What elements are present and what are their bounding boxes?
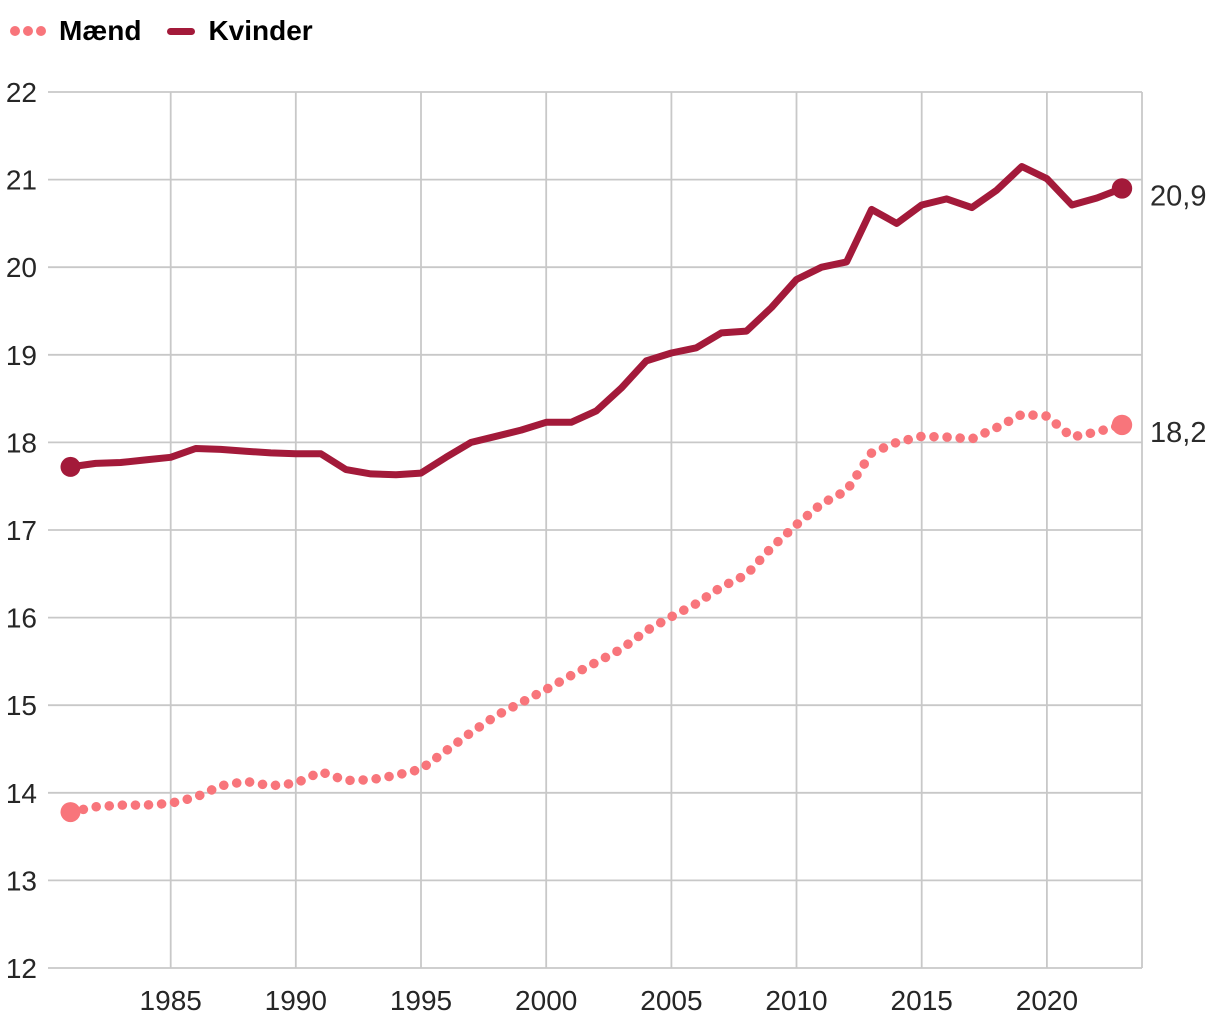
legend-item-maend[interactable]: Mænd [10, 17, 141, 45]
series-end-marker [1111, 178, 1133, 199]
legend-label-kvinder: Kvinder [208, 15, 313, 46]
y-tick-label: 16 [6, 603, 37, 634]
x-tick-label: 2000 [515, 985, 577, 1016]
dot-icon [36, 26, 46, 36]
series-kvinder: 20,9 [60, 163, 1206, 479]
x-tick-label: 1995 [390, 985, 452, 1016]
series-start-marker [60, 456, 81, 477]
y-tick-label: 18 [6, 427, 37, 458]
y-tick-label: 13 [6, 865, 37, 896]
maend-dotted-line-swatch-icon [10, 26, 46, 36]
axis-labels: 22 21 20 19 18 17 16 15 14 13 12 1985 1990 1995 2000 20… [6, 77, 1078, 1016]
dot-icon [10, 26, 20, 36]
x-tick-label: 2005 [640, 985, 702, 1016]
y-tick-label: 17 [6, 515, 37, 546]
y-tick-label: 14 [6, 778, 37, 809]
x-tick-label: 2020 [1016, 985, 1078, 1016]
y-tick-label: 21 [6, 165, 37, 196]
series-mænd: 18,2 [60, 409, 1206, 823]
legend-item-kvinder[interactable]: Kvinder [167, 15, 313, 46]
y-tick-label: 20 [6, 252, 37, 283]
gridlines [48, 91, 1143, 969]
x-tick-label: 1990 [265, 985, 327, 1016]
y-tick-label: 12 [6, 953, 37, 984]
series-end-marker [1111, 414, 1133, 436]
y-tick-label: 19 [6, 340, 37, 371]
y-tick-label: 15 [6, 690, 37, 721]
y-tick-label: 22 [6, 77, 37, 108]
series-line-dotted [65, 409, 1127, 817]
series-start-marker [60, 802, 81, 823]
end-value-label-kvinder: 20,9 [1150, 180, 1206, 212]
x-tick-label: 2015 [891, 985, 953, 1016]
chart-legend: Mænd Kvinder [10, 17, 313, 45]
end-value-label-mænd: 18,2 [1150, 417, 1206, 449]
series-line-solid [67, 163, 1126, 479]
legend-label-maend: Mænd [59, 15, 142, 46]
x-tick-label: 2010 [765, 985, 827, 1016]
x-tick-label: 1985 [140, 985, 202, 1016]
kvinder-solid-line-swatch-icon [167, 27, 196, 35]
dot-icon [23, 26, 33, 36]
